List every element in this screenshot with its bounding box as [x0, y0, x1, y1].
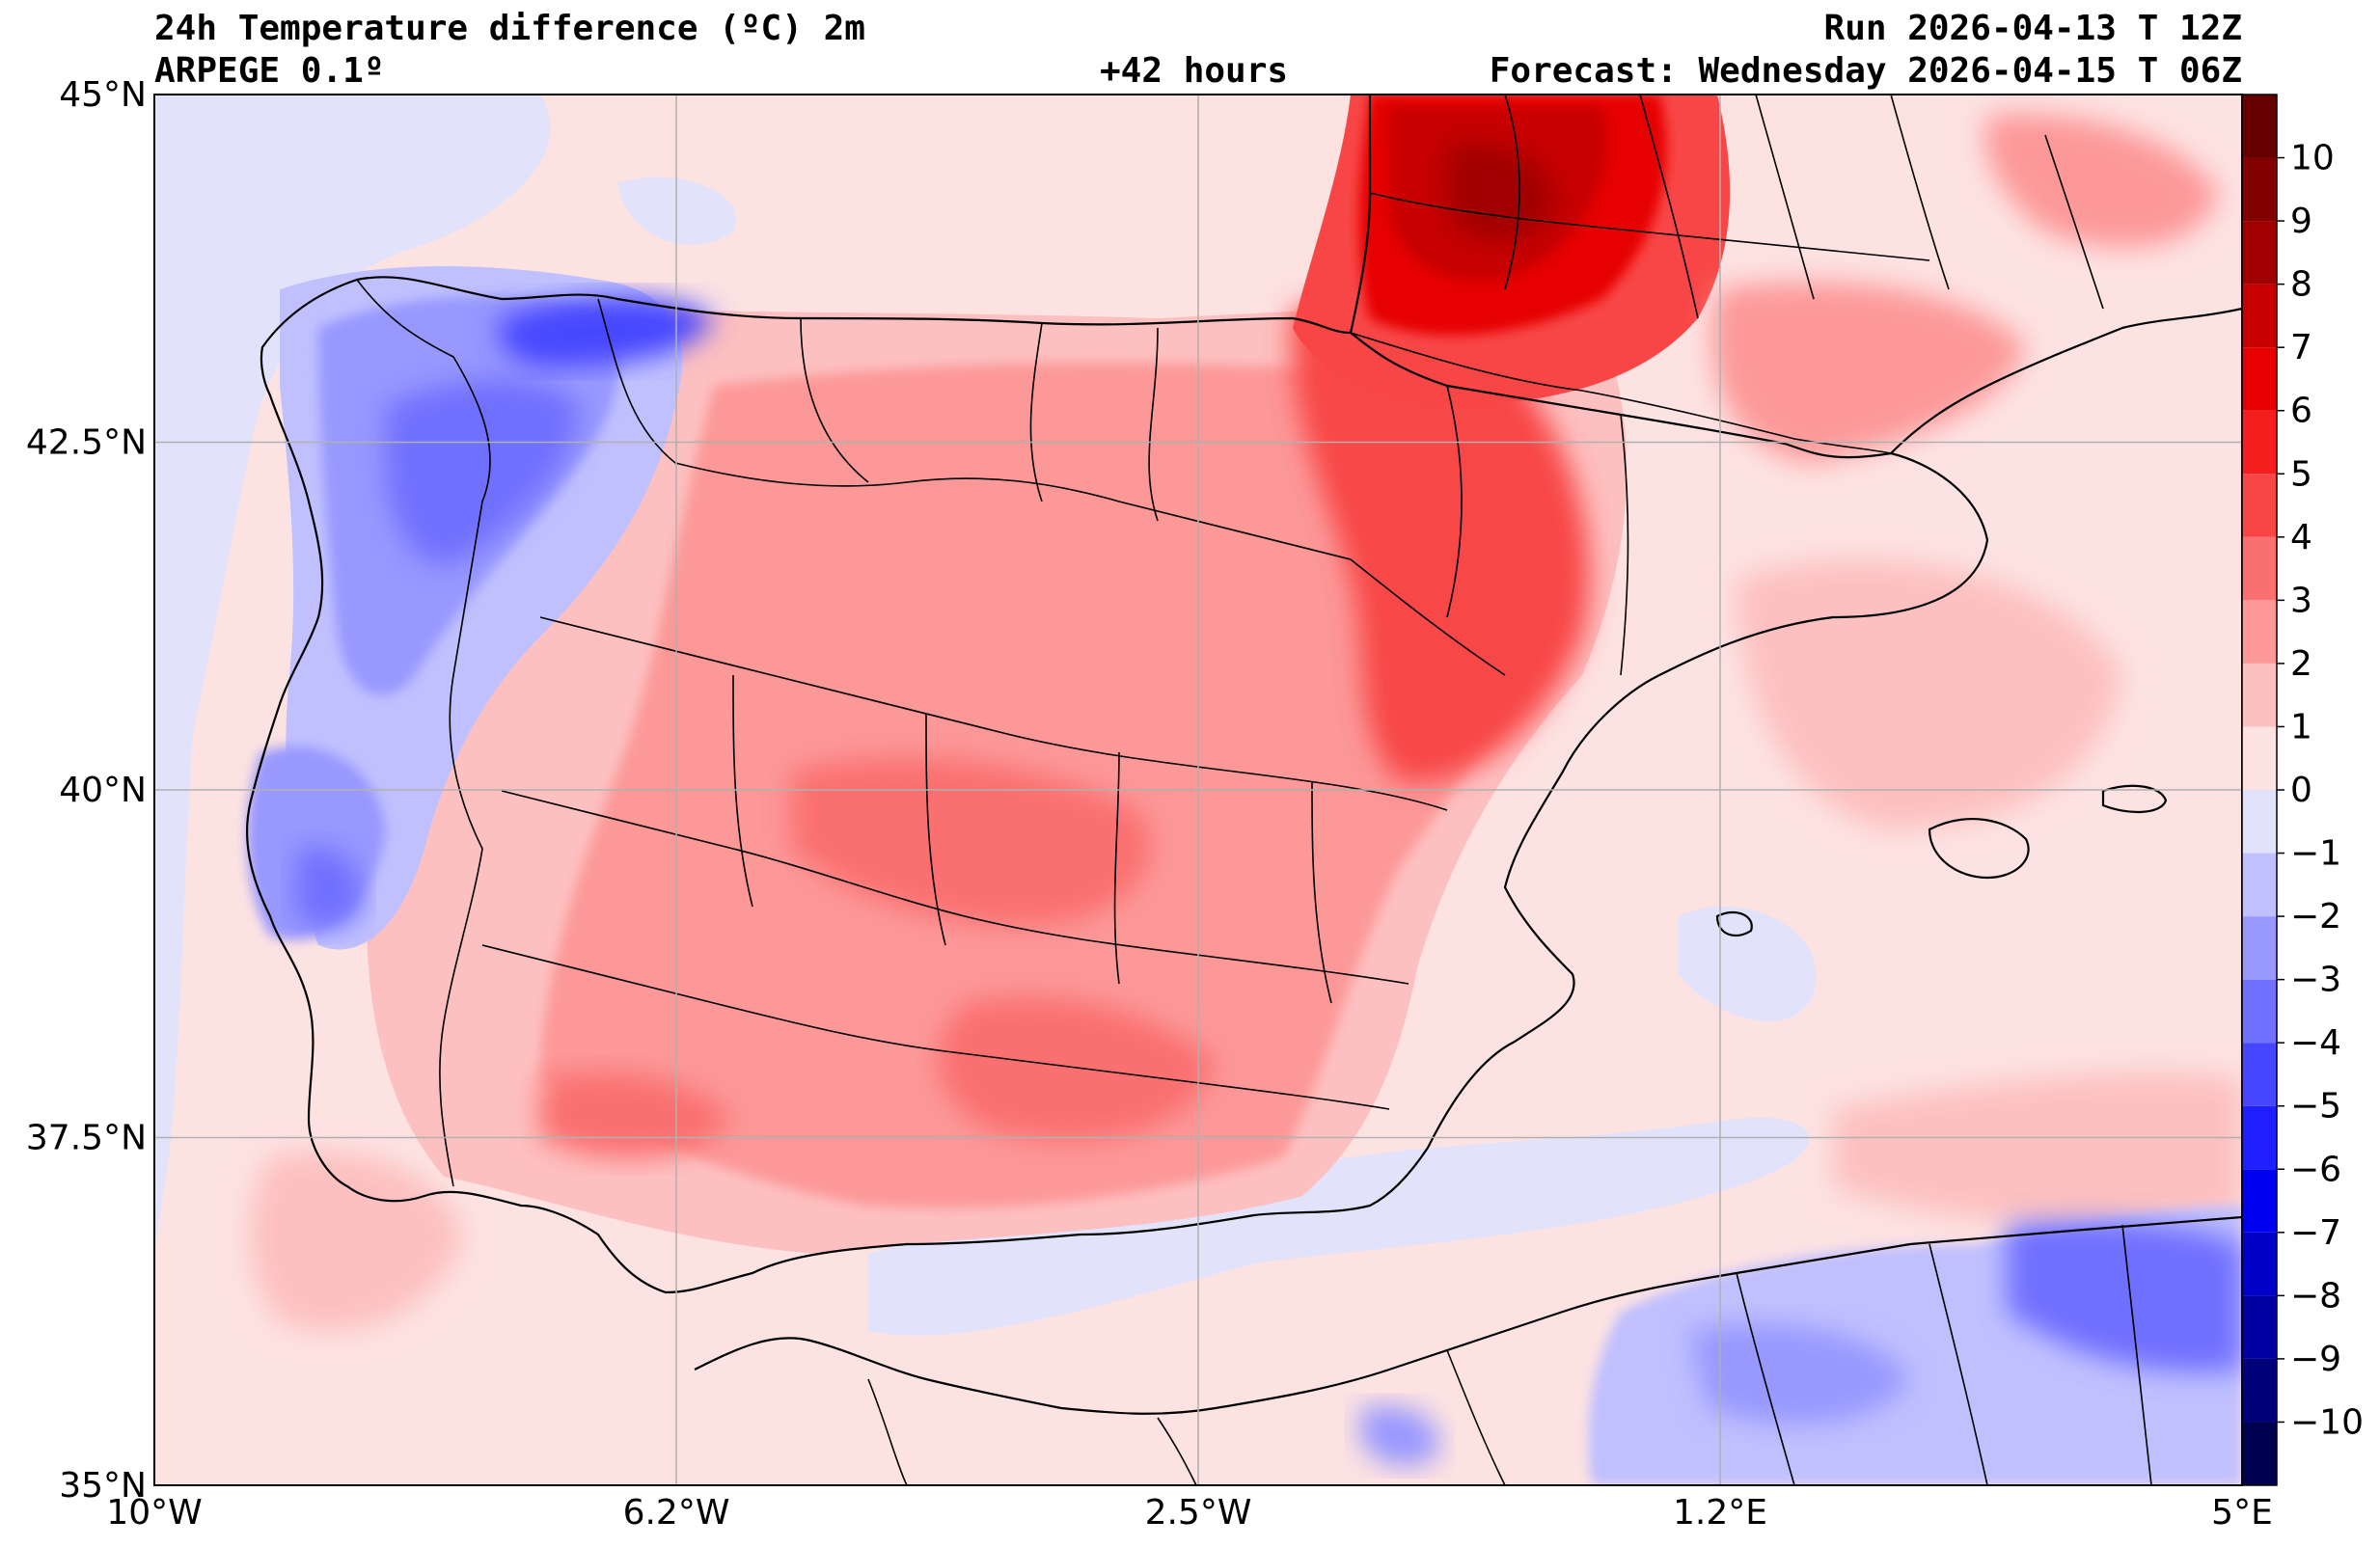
colorbar-tick-label: −10	[2290, 1402, 2364, 1442]
field-lowerright-warm1	[1833, 1072, 2242, 1225]
colorbar-segment	[2242, 600, 2277, 664]
colorbar-tick-label: −1	[2290, 834, 2341, 874]
lat-tick-label: 40°N	[59, 771, 147, 810]
colorbar-segment	[2242, 1169, 2277, 1233]
pyrenees-border	[1350, 332, 1892, 454]
portugal-spain-border	[356, 279, 491, 1187]
france-borders	[1369, 95, 2104, 319]
field-portugal-cool3	[294, 847, 363, 929]
field-alboran-cool	[868, 1117, 1809, 1336]
colorbar-tick-label: 2	[2290, 644, 2312, 684]
lead-time-label: +42 hours	[1100, 51, 1289, 91]
north-africa-borders	[867, 1224, 2152, 1485]
colorbar-segment	[2242, 1105, 2277, 1170]
colorbar-segment	[2242, 157, 2277, 222]
colorbar-segment	[2242, 1232, 2277, 1296]
colorbar-segment	[2242, 726, 2277, 790]
run-label: Run 2026-04-13 T 12Z	[1823, 9, 2242, 48]
admin-borders	[356, 95, 2152, 1485]
field-gulf-lion-warm2	[1711, 282, 2026, 463]
colorbar-tick-label: 9	[2290, 202, 2312, 241]
colorbar-segment	[2242, 853, 2277, 917]
colorbar-tick-label: −8	[2290, 1276, 2341, 1316]
colorbar-segment	[2242, 284, 2277, 348]
mallorca-coastline	[1928, 818, 2030, 880]
colorbar-tick-label: 1	[2290, 707, 2312, 746]
map-title: 24h Temperature difference (ºC) 2m	[154, 9, 865, 48]
province-borders-1	[481, 298, 1629, 1110]
axis-tick-labels: 10°W 6.2°W 2.5°W 1.2°E 5°E 45°N 42.5°N 40°N 37.5…	[26, 75, 2273, 1533]
colorbar-segment	[2242, 790, 2277, 854]
model-label: ARPEGE 0.1º	[154, 51, 385, 91]
field-ebro-warm4	[1291, 302, 1590, 783]
colorbar-tick-label: −3	[2290, 961, 2341, 1000]
field-aquitaine-warm8	[1447, 143, 1555, 241]
ibiza-coastline	[1715, 910, 1753, 937]
field-nw-cool3	[386, 379, 579, 565]
lat-tick-label: 35°N	[59, 1466, 147, 1506]
colorbar-segment	[2242, 663, 2277, 727]
colorbar-tick-label: 10	[2290, 139, 2335, 178]
field-galicia-cool4	[498, 296, 714, 366]
colorbar-segment	[2242, 916, 2277, 980]
field-nafrica-cool2b	[1688, 1323, 1910, 1425]
lon-tick-label: 1.2°E	[1673, 1493, 1767, 1533]
field-gulf-cadiz-warm	[249, 1151, 463, 1331]
colorbar-segment	[2242, 221, 2277, 285]
menorca-coastline	[2101, 784, 2168, 814]
field-balearic-sea-cool	[1679, 906, 1817, 1021]
field-atlantic-cool	[154, 95, 551, 1254]
iberia-coastline	[245, 276, 1989, 1294]
field-east-sea-warm1	[1737, 559, 2122, 829]
forecast-label: Forecast: Wednesday 2026-04-15 T 06Z	[1489, 51, 2242, 91]
lat-tick-label: 37.5°N	[26, 1119, 147, 1158]
field-iberia-warm3b	[938, 996, 1216, 1142]
field-iberia-warm3c	[540, 1072, 733, 1158]
field-iberia-warm3	[791, 757, 1151, 926]
lon-tick-label: 2.5°W	[1145, 1493, 1252, 1533]
colorbar-tick-label: 3	[2290, 581, 2312, 620]
colorbar-segment	[2242, 1358, 2277, 1423]
colorbar-tick-label: −4	[2290, 1023, 2341, 1063]
colorbar-tick-label: 6	[2290, 392, 2312, 431]
colorbar-tick-label: 8	[2290, 265, 2312, 305]
colorbar-tick-label: −2	[2290, 897, 2341, 936]
colorbar-segment	[2242, 347, 2277, 411]
lon-tick-label: 6.2°W	[623, 1493, 730, 1533]
colorbar-segment	[2242, 95, 2277, 158]
colorbar-tick-label: −5	[2290, 1087, 2341, 1126]
lat-tick-label: 42.5°N	[26, 423, 147, 463]
colorbar-tick-label: −9	[2290, 1340, 2341, 1379]
field-nafrica-cool3	[2007, 1221, 2242, 1372]
colorbar-segment	[2242, 474, 2277, 537]
colorbar-tick-label: −6	[2290, 1150, 2341, 1189]
north-africa-coastline	[694, 1215, 2242, 1415]
field-alboran-spot	[1360, 1405, 1439, 1467]
colorbar-tick-label: −7	[2290, 1213, 2341, 1253]
field-alps-warm	[1984, 114, 2219, 248]
colorbar-segment	[2242, 979, 2277, 1044]
colorbar-segment	[2242, 536, 2277, 601]
colorbar-tick-label: 5	[2290, 454, 2312, 494]
colorbar-segment	[2242, 410, 2277, 475]
colorbar-segment	[2242, 1422, 2277, 1485]
colorbar-tick-label: 4	[2290, 518, 2312, 557]
gulf-of-lion-coastline	[1890, 307, 2242, 454]
lon-tick-label: 5°E	[2211, 1493, 2273, 1533]
colorbar-segment	[2242, 1295, 2277, 1359]
lon-tick-label: 10°W	[106, 1493, 202, 1533]
colorbar-tick-label: 0	[2290, 771, 2312, 810]
colorbar-tick-label: 7	[2290, 328, 2312, 367]
colorbar-segment	[2242, 1043, 2277, 1106]
lat-tick-label: 45°N	[59, 75, 147, 115]
